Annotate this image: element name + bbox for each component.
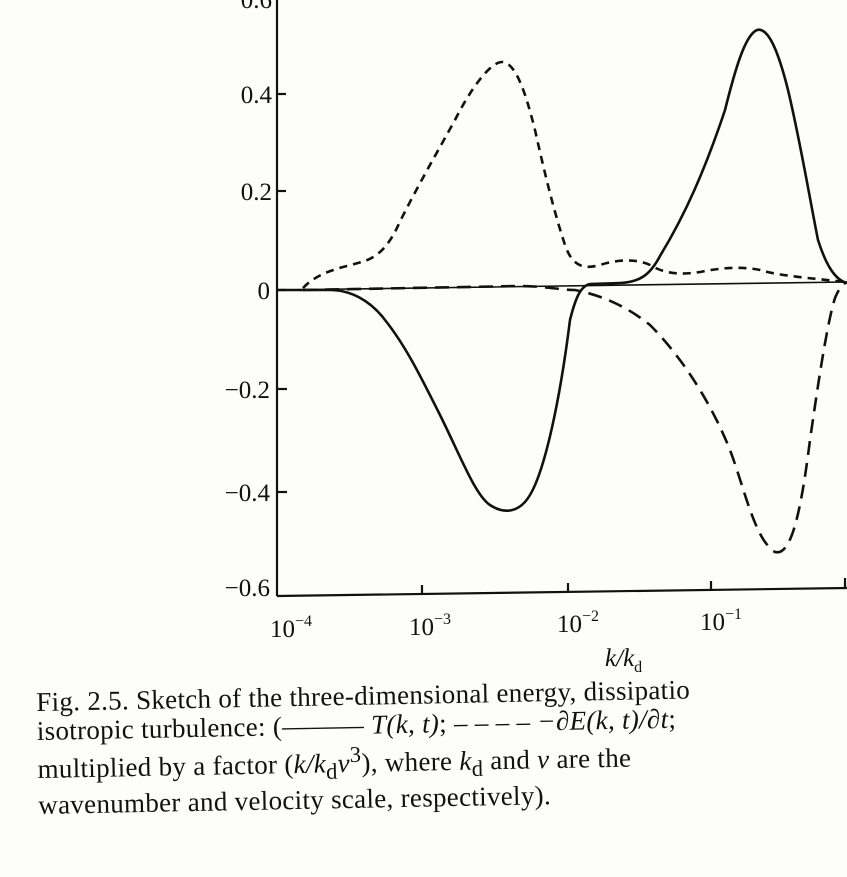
y-tick-label: −0.4 [225,480,271,507]
series-T-solid [277,28,847,513]
chart: 0.6 0.4 0.2 0 −0.2 −0.4 −0.6 10−4 10−3 1… [225,0,847,676]
figure-caption: Fig. 2.5. Sketch of the three-dimensiona… [36,672,847,820]
y-tick-label: −0.6 [225,575,270,602]
x-tick-label: 10−2 [557,608,599,638]
y-tick-label: −0.2 [225,377,270,404]
series-dissipation-dashed [302,280,847,554]
x-tick-labels: 10−4 10−3 10−2 10−1 [270,606,742,643]
x-tick-label: 10−3 [409,611,451,641]
x-tick-label: 10−4 [270,613,312,643]
x-tick-label: 10−1 [700,606,742,636]
y-tick-label: 0.2 [241,179,272,206]
series-dEdt-dashed [302,60,846,289]
y-tick-label: 0 [258,278,271,305]
y-tick-label: 0.6 [241,0,272,14]
x-axis [276,586,847,598]
zero-line [276,281,847,291]
y-tick-label: 0.4 [241,82,273,109]
y-tick-labels: 0.6 0.4 0.2 0 −0.2 −0.4 −0.6 [225,0,273,602]
x-axis-label: k/kd [605,645,642,676]
